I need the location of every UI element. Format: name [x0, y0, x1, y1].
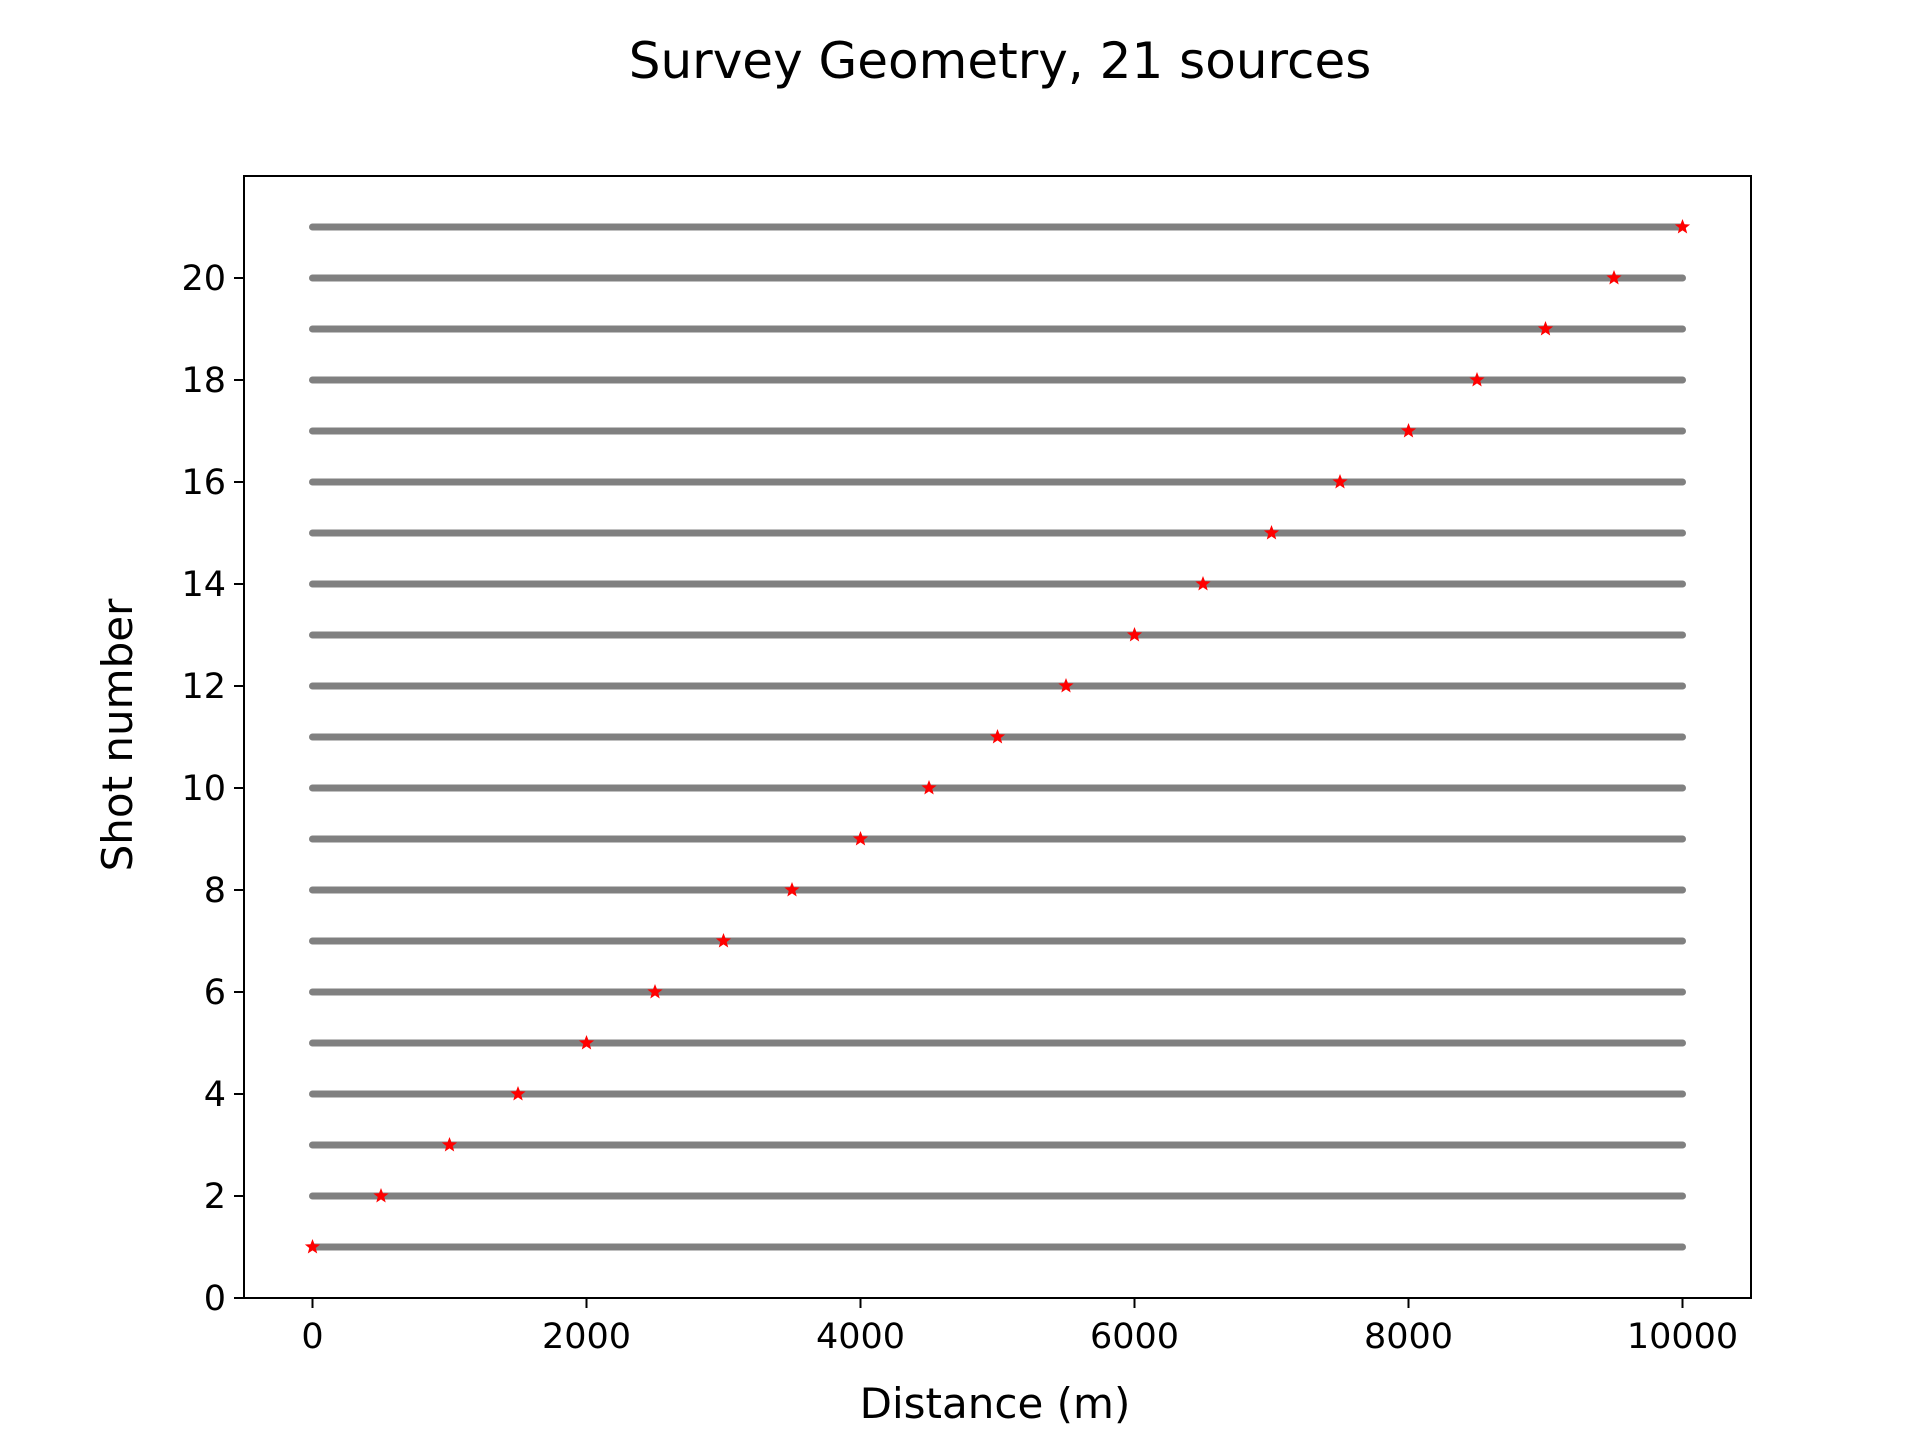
- source-marker: [1126, 627, 1143, 642]
- source-marker: [441, 1137, 458, 1152]
- y-tick-label: 10: [181, 769, 226, 809]
- source-marker: [510, 1086, 526, 1101]
- source-marker: [715, 933, 732, 948]
- y-tick-label: 12: [181, 667, 226, 707]
- source-marker: [989, 729, 1006, 744]
- source-marker: [1674, 219, 1691, 234]
- y-tick-label: 4: [204, 1075, 226, 1115]
- source-marker: [1332, 474, 1348, 489]
- source-marker: [1400, 423, 1417, 438]
- x-tick-label: 8000: [1364, 1317, 1453, 1357]
- source-marker: [1469, 372, 1485, 387]
- source-marker: [852, 831, 869, 846]
- y-tick-label: 6: [204, 973, 226, 1013]
- source-marker: [647, 984, 663, 999]
- x-axis-label: Distance (m): [860, 1379, 1131, 1428]
- y-tick-label: 8: [204, 871, 226, 911]
- chart-title: Survey Geometry, 21 sources: [629, 32, 1372, 90]
- source-marker: [1606, 270, 1622, 285]
- y-tick-label: 14: [181, 565, 226, 605]
- source-marker: [304, 1239, 321, 1254]
- y-tick-label: 20: [181, 259, 226, 299]
- axes: 0 2000 4000 6000 8000 10000 0 2 4 6 8 10 12 14 16 18 20: [181, 175, 1752, 1357]
- y-tick-label: 16: [181, 463, 226, 503]
- source-marker: [1537, 321, 1554, 336]
- plot-area: [304, 219, 1691, 1254]
- y-tick-label: 2: [204, 1177, 226, 1217]
- source-marker: [1263, 525, 1280, 540]
- source-marker: [373, 1188, 389, 1203]
- source-marker: [921, 780, 937, 795]
- source-marker: [1195, 576, 1211, 591]
- y-axis-label: Shot number: [93, 598, 142, 871]
- x-tick-label: 6000: [1090, 1317, 1179, 1357]
- source-marker: [578, 1035, 595, 1050]
- source-marker: [784, 882, 800, 897]
- x-tick-label: 10000: [1627, 1317, 1738, 1357]
- plot-frame: [243, 175, 1752, 1299]
- source-marker: [1058, 678, 1074, 693]
- x-tick-label: 0: [301, 1317, 323, 1357]
- y-tick-label: 18: [181, 361, 226, 401]
- x-tick-label: 4000: [816, 1317, 905, 1357]
- y-tick-label: 0: [204, 1279, 226, 1319]
- x-tick-label: 2000: [542, 1317, 631, 1357]
